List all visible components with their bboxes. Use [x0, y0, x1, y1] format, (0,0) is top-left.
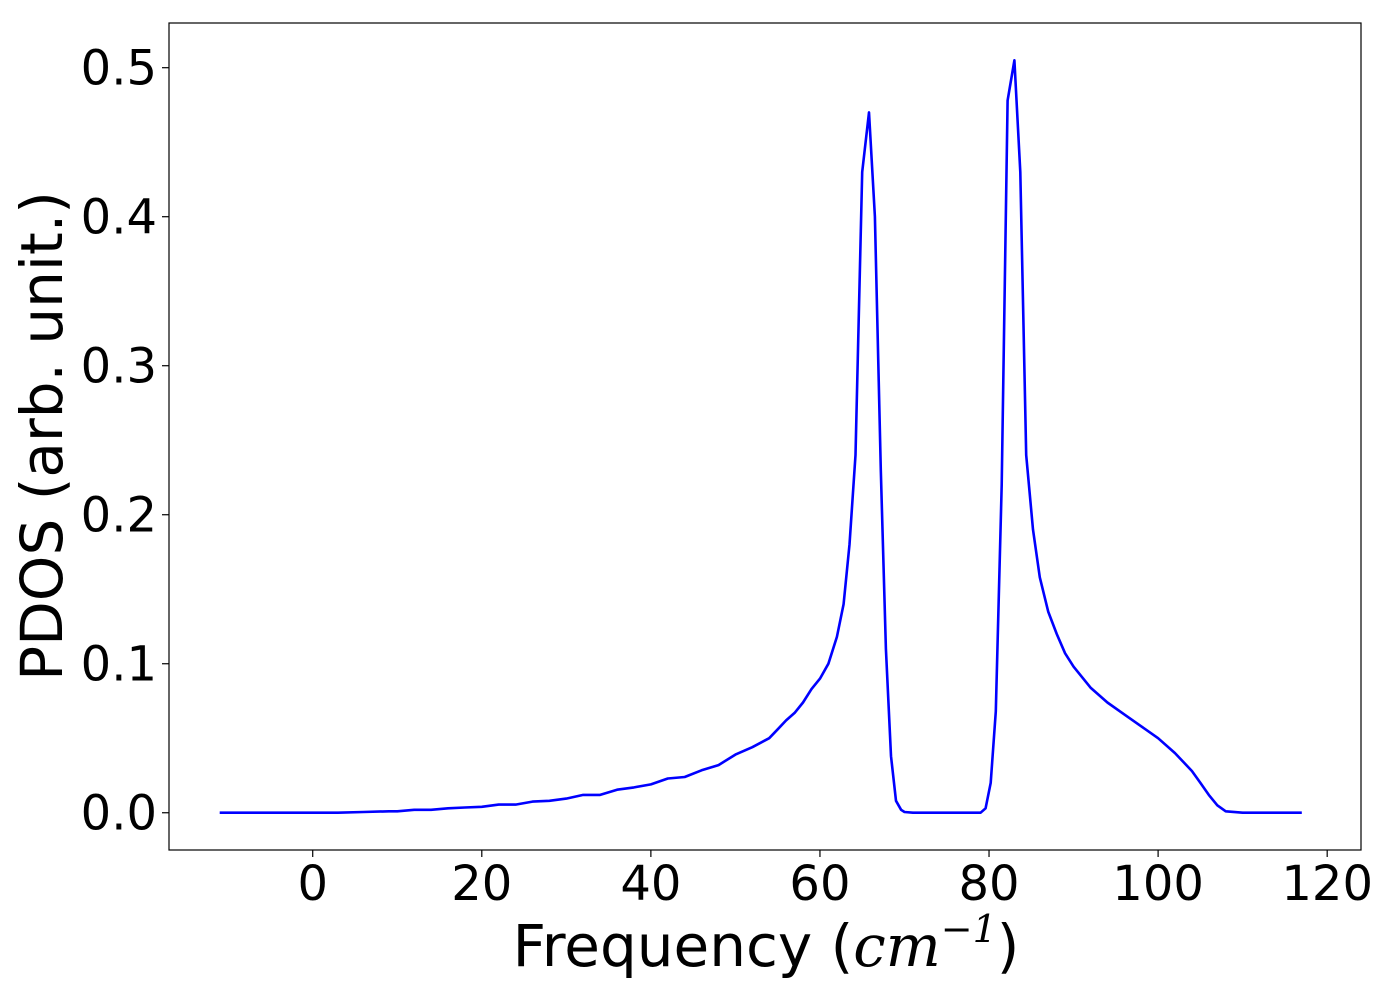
- x-tick-label: 80: [958, 856, 1019, 912]
- plot-frame: [168, 22, 1362, 851]
- x-tick-label: 40: [620, 856, 681, 912]
- svg-text:Frequency (cm−1): Frequency (cm−1): [513, 907, 1020, 980]
- x-tick-label: 100: [1112, 856, 1204, 912]
- ticks-layer: 0 20 40 60 80 100 120 0.0 0.1 0.2 0.3 0.4 0.5: [81, 41, 1373, 912]
- y-tick-label: 0.0: [81, 786, 157, 842]
- pdos-series-line: [219, 58, 1302, 815]
- x-tick-label: 0: [297, 856, 328, 912]
- x-tick-label: 60: [789, 856, 850, 912]
- y-tick-label: 0.4: [81, 190, 157, 246]
- x-axis-title: Frequency (cm−1): [513, 907, 1020, 980]
- y-tick-label: 0.1: [81, 637, 157, 693]
- x-tick-label: 20: [451, 856, 512, 912]
- y-tick-label: 0.2: [81, 488, 157, 544]
- x-axis-title-math: cm: [853, 912, 940, 980]
- x-axis-title-text: Frequency: [513, 912, 813, 980]
- y-tick-label: 0.5: [81, 41, 157, 97]
- series-layer: [219, 58, 1302, 815]
- y-tick-label: 0.3: [81, 339, 157, 395]
- x-tick-label: 120: [1281, 856, 1373, 912]
- y-axis-title: PDOS (arb. unit.): [8, 191, 76, 681]
- x-axis-title-exponent: −1: [941, 907, 997, 951]
